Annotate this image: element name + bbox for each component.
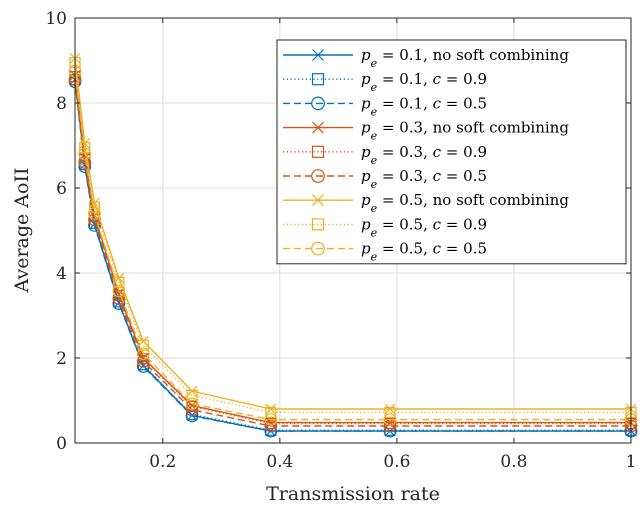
y-tick-label: 10 — [45, 9, 67, 29]
square-marker — [311, 218, 325, 231]
circle-marker — [136, 355, 150, 368]
x-tick-label: 1 — [626, 452, 637, 472]
circle-marker — [185, 403, 199, 417]
circle-marker — [311, 169, 325, 183]
circle-marker — [112, 284, 126, 298]
legend-item: pe = 0.1, c = 0.9 — [283, 70, 487, 94]
circle-marker — [78, 147, 92, 161]
x-marker — [137, 352, 149, 364]
legend-item: pe = 0.1, c = 0.5 — [283, 94, 487, 118]
square-marker — [88, 201, 101, 213]
legend-item: pe = 0.5, no soft combining — [283, 191, 569, 215]
square-marker — [186, 389, 198, 401]
y-axis-label: Average AoII — [11, 168, 33, 294]
circle-marker — [311, 96, 325, 111]
x-tick-label: 0.4 — [266, 452, 293, 472]
circle-marker — [88, 207, 101, 220]
x-axis-label: Transmission rate — [266, 483, 440, 505]
legend-item: pe = 0.3, c = 0.5 — [283, 167, 487, 191]
legend-label: pe = 0.5, no soft combining — [361, 191, 569, 215]
y-tick-label: 4 — [56, 264, 67, 284]
x-marker — [265, 403, 277, 415]
circle-marker — [311, 241, 325, 256]
x-tick-label: 0.2 — [149, 452, 176, 472]
x-marker — [312, 49, 324, 61]
x-tick-label: 0.6 — [383, 452, 410, 472]
legend-label: pe = 0.3, no soft combining — [361, 119, 569, 143]
legend-label: pe = 0.3, c = 0.9 — [361, 143, 487, 167]
plot-frame — [74, 17, 632, 444]
legend-item: pe = 0.3, no soft combining — [283, 119, 569, 143]
legend-label: pe = 0.3, c = 0.5 — [361, 167, 487, 191]
circle-marker — [264, 413, 278, 427]
x-marker — [312, 194, 324, 207]
circle-marker — [383, 413, 397, 427]
y-tick-label: 6 — [56, 179, 67, 199]
series-line — [74, 81, 631, 432]
square-marker — [113, 276, 125, 288]
legend-label: pe = 0.1, no soft combining — [361, 46, 569, 70]
y-tick-label: 0 — [56, 434, 67, 454]
square-marker — [311, 73, 325, 86]
legend-box — [276, 39, 627, 265]
x-marker — [312, 121, 324, 134]
square-marker — [137, 339, 149, 351]
legend-label: pe = 0.5, c = 0.9 — [361, 215, 487, 239]
legend-item: pe = 0.3, c = 0.9 — [283, 143, 487, 167]
x-marker — [186, 385, 198, 397]
circle-marker — [78, 156, 92, 169]
y-tick-label: 8 — [56, 94, 67, 114]
x-marker — [137, 335, 149, 347]
square-marker — [384, 406, 396, 418]
legend-label: pe = 0.5, c = 0.5 — [361, 240, 487, 264]
square-marker — [311, 145, 325, 158]
circle-marker — [136, 347, 150, 361]
series-line — [74, 71, 631, 421]
legend-item: pe = 0.5, c = 0.9 — [283, 215, 487, 239]
x-tick-label: 0.8 — [500, 452, 527, 472]
legend-label: pe = 0.1, c = 0.5 — [361, 94, 487, 118]
y-tick-label: 2 — [56, 349, 67, 369]
legend-label: pe = 0.1, c = 0.9 — [361, 70, 487, 94]
series-line — [74, 79, 631, 427]
x-marker — [79, 137, 91, 149]
circle-marker — [185, 397, 199, 411]
legend-item: pe = 0.1, no soft combining — [283, 46, 569, 70]
square-marker — [265, 406, 277, 418]
legend-item: pe = 0.5, c = 0.5 — [283, 240, 487, 264]
series-8 — [69, 57, 637, 418]
